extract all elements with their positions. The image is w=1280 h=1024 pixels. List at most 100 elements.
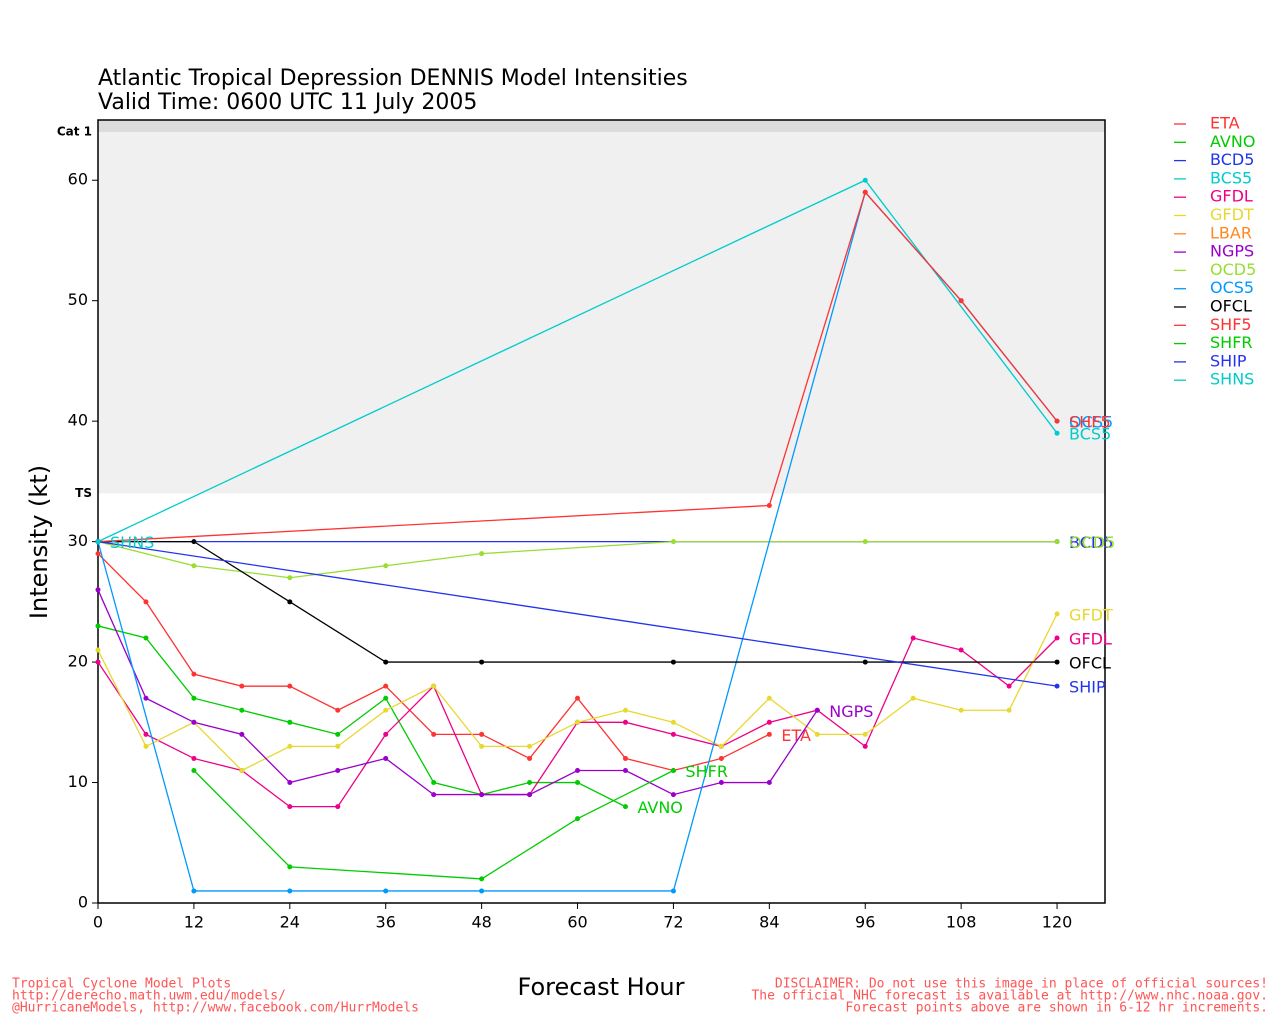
series-point xyxy=(575,816,581,822)
series-point xyxy=(335,804,341,810)
series-point xyxy=(479,888,485,894)
legend-label: BCS5 xyxy=(1210,168,1252,187)
series-point xyxy=(287,683,293,689)
y-axis-label: Intensity (kt) xyxy=(25,465,53,619)
chart-title: Atlantic Tropical Depression DENNIS Mode… xyxy=(98,66,688,91)
series-point xyxy=(431,683,437,689)
series-end-label: SHIP xyxy=(1069,678,1106,697)
series-end-label: SHF5 xyxy=(1069,413,1111,432)
series-point xyxy=(287,804,293,810)
series-point xyxy=(622,707,628,713)
y-tick-label: 0 xyxy=(78,893,88,912)
series-point xyxy=(910,695,916,701)
series-point xyxy=(575,719,581,725)
legend-label: OFCL xyxy=(1210,297,1252,316)
legend-label: GFDT xyxy=(1210,205,1254,224)
series-end-label: OCD5 xyxy=(1069,533,1115,552)
legend-label: ETA xyxy=(1210,114,1240,133)
series-point xyxy=(575,695,581,701)
series-point xyxy=(335,743,341,749)
series-end-label: OFCL xyxy=(1069,654,1111,673)
legend-label: BCD5 xyxy=(1210,150,1254,169)
series-point xyxy=(287,864,293,870)
legend-label: SHF5 xyxy=(1210,315,1252,334)
series-end-label: AVNO xyxy=(637,798,682,817)
series-point xyxy=(622,719,628,725)
series-point xyxy=(718,780,724,786)
footer-right: Forecast points above are shown in 6-12 … xyxy=(845,1001,1268,1016)
x-tick-label: 108 xyxy=(946,913,977,932)
legend-label: SHNS xyxy=(1210,370,1254,389)
series-point xyxy=(191,563,197,569)
plot-frame xyxy=(97,119,1106,904)
series-point xyxy=(95,623,101,629)
series-point xyxy=(527,780,533,786)
series-point xyxy=(239,683,245,689)
series-point xyxy=(287,599,293,605)
footer-left: http://derecho.math.uwm.edu/models/ xyxy=(12,989,286,1004)
y-tick-label: 60 xyxy=(68,170,88,189)
series-point xyxy=(670,539,676,545)
series-point xyxy=(431,731,437,737)
series-line xyxy=(97,589,818,796)
series-point xyxy=(191,539,197,545)
y-tick-label: 30 xyxy=(68,531,88,550)
series-point xyxy=(287,575,293,581)
series-line xyxy=(97,625,626,808)
series-point xyxy=(479,876,485,882)
series-point xyxy=(191,755,197,761)
series-point xyxy=(191,695,197,701)
series-line xyxy=(97,540,1058,579)
intensity-band xyxy=(98,132,1105,494)
legend-label: OCS5 xyxy=(1210,278,1254,297)
series-line xyxy=(97,540,1058,687)
series-point xyxy=(287,888,293,894)
series-point xyxy=(95,539,101,545)
series-point xyxy=(383,731,389,737)
x-tick-label: 48 xyxy=(471,913,491,932)
series-point xyxy=(862,189,868,195)
series-point xyxy=(191,888,197,894)
series-point xyxy=(670,888,676,894)
series-point xyxy=(670,659,676,665)
x-axis-label: Forecast Hour xyxy=(518,973,685,1001)
series-point xyxy=(1054,659,1060,665)
x-tick-label: 84 xyxy=(759,913,779,932)
x-tick-label: 72 xyxy=(663,913,683,932)
series-end-label: GFDL xyxy=(1069,629,1112,648)
series-point xyxy=(479,551,485,557)
series-point xyxy=(1006,683,1012,689)
x-tick-label: 0 xyxy=(93,913,103,932)
x-tick-label: 36 xyxy=(376,913,396,932)
series-point xyxy=(191,767,197,773)
series-point xyxy=(95,659,101,665)
series-point xyxy=(958,647,964,653)
series-end-label: OCS5 xyxy=(1069,413,1113,432)
series-point xyxy=(766,780,772,786)
series-point xyxy=(335,767,341,773)
series-point xyxy=(862,743,868,749)
series-point xyxy=(814,731,820,737)
series-point xyxy=(1006,707,1012,713)
series-point xyxy=(1054,611,1060,617)
series-point xyxy=(862,731,868,737)
series-point xyxy=(527,792,533,798)
series-point xyxy=(191,671,197,677)
series-point xyxy=(479,743,485,749)
series-point xyxy=(670,792,676,798)
series-point xyxy=(95,647,101,653)
series-point xyxy=(239,707,245,713)
series-end-label: SHFR xyxy=(685,762,728,781)
series-point xyxy=(335,707,341,713)
x-tick-label: 24 xyxy=(280,913,300,932)
series-line xyxy=(193,769,674,880)
series-point xyxy=(431,780,437,786)
footer-right: DISCLAIMER: Do not use this image in pla… xyxy=(775,977,1268,992)
series-point xyxy=(143,695,149,701)
series-point xyxy=(575,780,581,786)
series-point xyxy=(479,659,485,665)
x-tick-label: 120 xyxy=(1042,913,1073,932)
intensity-band xyxy=(98,120,1105,133)
series-point xyxy=(143,731,149,737)
